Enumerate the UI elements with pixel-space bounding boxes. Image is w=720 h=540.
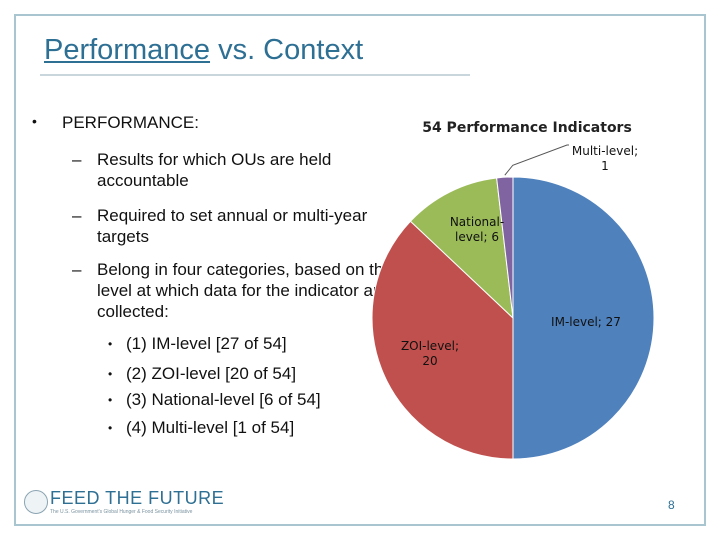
bullet-performance-text: PERFORMANCE: — [62, 113, 199, 132]
logo-tagline: The U.S. Government's Global Hunger & Fo… — [50, 509, 193, 515]
dash: – — [72, 206, 82, 225]
usaid-seal-icon — [24, 490, 48, 514]
pie-slice-im — [512, 176, 655, 460]
category-item-text: (1) IM-level [27 of 54] — [126, 334, 287, 353]
category-item-text: (2) ZOI-level [20 of 54] — [126, 364, 297, 383]
pie-slice-zoi — [371, 220, 514, 460]
pie-slice-multi — [496, 176, 514, 319]
page-number: 8 — [668, 498, 675, 512]
data-label-national: National-level; 6 — [450, 215, 504, 244]
bullet-dot: • — [108, 367, 113, 381]
bullet-dot: • — [108, 393, 113, 407]
slide-title: Performance vs. Context — [44, 34, 363, 67]
dash: – — [72, 150, 82, 169]
leader-line-multi — [504, 144, 569, 176]
bullet-dot: • — [32, 113, 37, 129]
data-label-im: IM-level; 27 — [551, 315, 621, 329]
pie-slices — [371, 176, 655, 460]
sub-bullet-text: Results for which OUs are held accountab… — [97, 150, 332, 190]
title-rest: vs. Context — [210, 34, 364, 66]
sub-bullet-text: Required to set annual or multi-year tar… — [97, 206, 368, 246]
sub-bullet-text: Belong in four categories, based on the … — [97, 260, 393, 321]
slide-frame — [14, 14, 706, 526]
data-labels: IM-level; 27 ZOI-level; 20 National-level; … — [401, 144, 638, 368]
title-rule — [40, 74, 470, 76]
data-label-multi: Multi-level; 1 — [572, 144, 638, 173]
bullet-dot: • — [108, 337, 113, 351]
leader-lines — [504, 144, 569, 176]
dash: – — [72, 260, 82, 279]
pie-slice-national — [409, 177, 514, 320]
chart-title: 54 Performance Indicators — [422, 120, 632, 136]
logo-name: FEED THE FUTURE — [50, 488, 225, 508]
data-label-zoi: ZOI-level; 20 — [401, 339, 459, 368]
category-item-text: (3) National-level [6 of 54] — [126, 390, 321, 409]
category-item-text: (4) Multi-level [1 of 54] — [126, 418, 295, 437]
title-performance: Performance — [44, 34, 211, 66]
bullet-dot: • — [108, 421, 113, 435]
